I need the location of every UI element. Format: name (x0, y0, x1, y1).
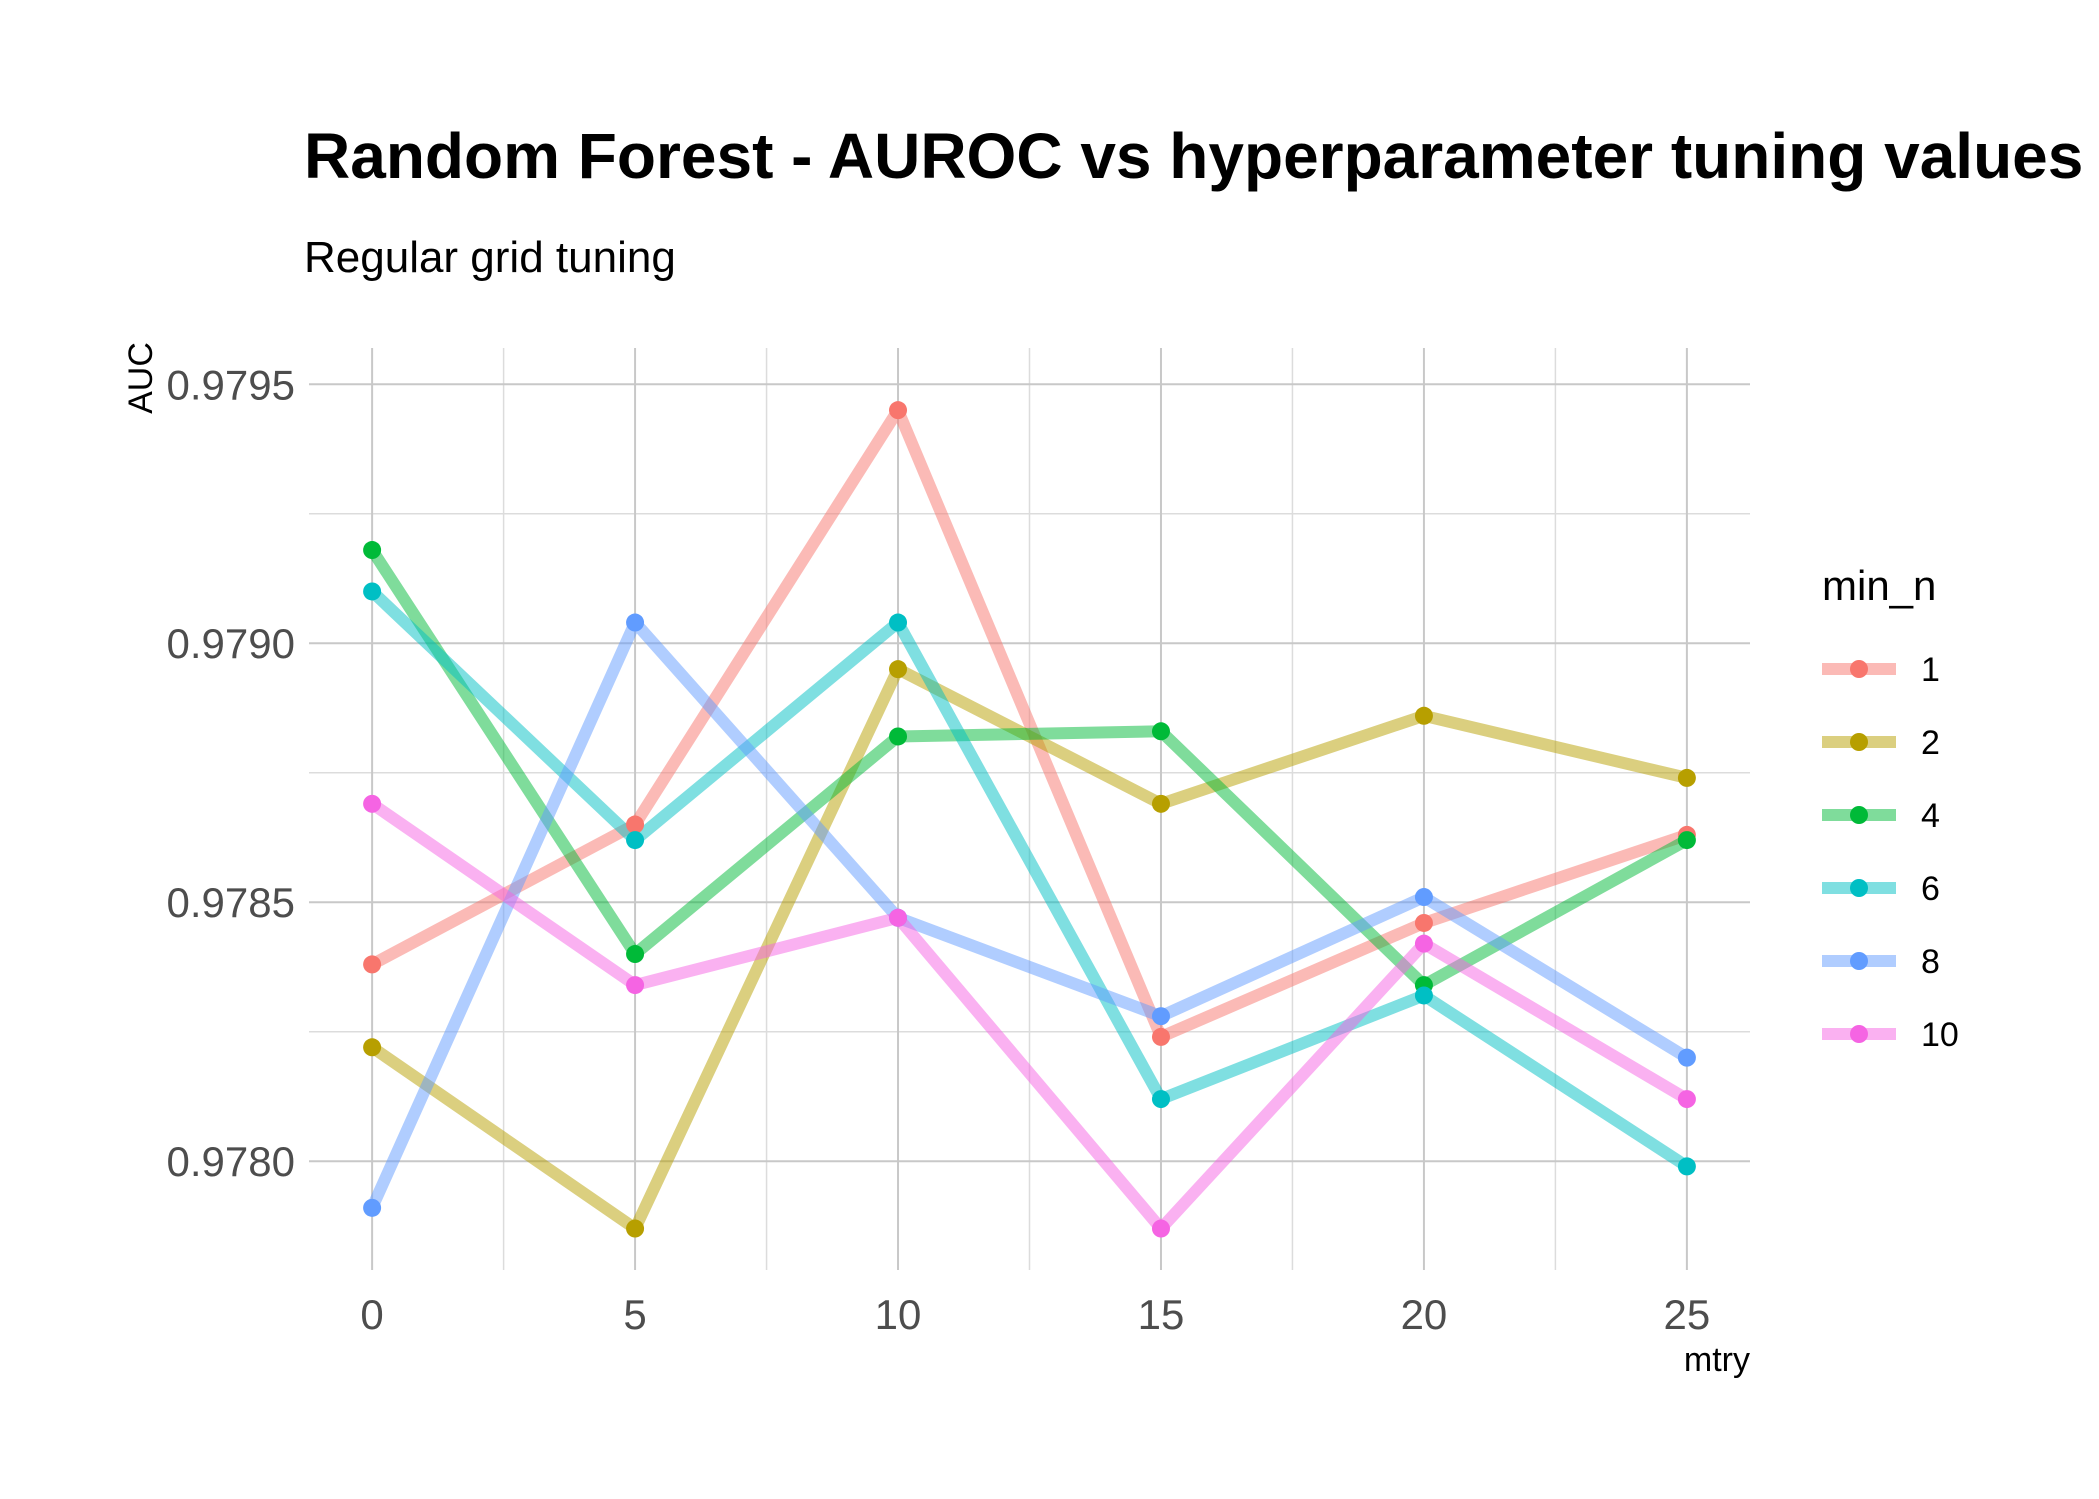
y-tick-label: 0.9795 (167, 361, 295, 408)
data-point-min-n-10 (1414, 934, 1433, 953)
data-point-min-n-6 (1414, 986, 1433, 1005)
series-line-min-n-4 (367, 546, 1690, 992)
legend-key-point (1850, 733, 1868, 751)
y-tick-label: 0.9785 (167, 879, 295, 926)
data-point-min-n-1 (363, 955, 382, 974)
legend-items: 1 2 4 6 8 10 (1822, 651, 1959, 1054)
x-tick-label: 15 (1138, 1291, 1185, 1338)
y-tick-label: 0.9780 (167, 1138, 295, 1185)
legend-label: 1 (1921, 651, 1940, 689)
data-point-min-n-8 (363, 1198, 382, 1217)
data-point-min-n-2 (889, 660, 908, 679)
data-point-min-n-4 (1151, 722, 1170, 741)
data-point-min-n-2 (1414, 706, 1433, 725)
minor-gridlines (309, 348, 1750, 1270)
data-point-min-n-4 (363, 541, 382, 560)
y-axis-tick-labels: 0.9780 0.9785 0.9790 0.9795 (167, 361, 295, 1185)
series-line-min-n-8 (366, 616, 1691, 1211)
series-line-min-n-6 (367, 587, 1691, 1172)
data-point-min-n-10 (363, 794, 382, 813)
legend-title: min_n (1822, 562, 1936, 609)
legend-key-point (1850, 1025, 1868, 1043)
data-point-min-n-1 (626, 815, 645, 834)
legend-label: 8 (1921, 943, 1940, 981)
chart-subtitle: Regular grid tuning (304, 233, 676, 282)
data-point-min-n-1 (889, 401, 908, 420)
legend-label: 4 (1921, 797, 1940, 835)
series-points (363, 401, 1696, 1238)
data-point-min-n-8 (1414, 888, 1433, 907)
data-point-min-n-6 (1151, 1090, 1170, 1109)
legend-label: 10 (1921, 1016, 1959, 1054)
series-lines (366, 404, 1691, 1235)
x-tick-label: 5 (623, 1291, 646, 1338)
data-point-min-n-8 (1151, 1007, 1170, 1026)
x-axis-tick-labels: 0 5 10 15 20 25 (360, 1291, 1710, 1338)
data-point-min-n-10 (626, 976, 645, 995)
legend-key-point (1850, 879, 1868, 897)
chart-title: Random Forest - AUROC vs hyperparameter … (304, 120, 2083, 192)
x-axis-title: mtry (1684, 1341, 1750, 1379)
major-gridlines (309, 348, 1750, 1270)
legend-key-point (1850, 952, 1868, 970)
data-point-min-n-2 (626, 1219, 645, 1238)
legend-key-point (1850, 660, 1868, 678)
legend-label: 2 (1921, 724, 1940, 762)
data-point-min-n-4 (1677, 831, 1696, 850)
data-point-min-n-10 (1151, 1219, 1170, 1238)
x-tick-label: 25 (1664, 1291, 1711, 1338)
data-point-min-n-4 (626, 945, 645, 964)
legend: min_n 1 2 4 6 8 10 (1822, 562, 1959, 1054)
y-axis-title: AUC (122, 342, 160, 414)
series-line-min-n-1 (369, 404, 1689, 1043)
data-point-min-n-6 (889, 613, 908, 632)
series-line-min-n-10 (368, 798, 1690, 1235)
data-point-min-n-6 (363, 582, 382, 601)
data-point-min-n-4 (889, 727, 908, 746)
x-tick-label: 0 (360, 1291, 383, 1338)
data-point-min-n-2 (363, 1038, 382, 1057)
data-point-min-n-1 (1151, 1027, 1170, 1046)
data-point-min-n-2 (1151, 794, 1170, 813)
x-tick-label: 20 (1401, 1291, 1448, 1338)
data-point-min-n-8 (626, 613, 645, 632)
legend-label: 6 (1921, 870, 1940, 908)
data-point-min-n-1 (1414, 913, 1433, 932)
data-point-min-n-6 (626, 831, 645, 850)
data-point-min-n-6 (1677, 1157, 1696, 1176)
x-tick-label: 10 (875, 1291, 922, 1338)
data-point-min-n-10 (889, 908, 908, 927)
y-tick-label: 0.9790 (167, 620, 295, 667)
legend-key-point (1850, 806, 1868, 824)
data-point-min-n-8 (1677, 1048, 1696, 1067)
data-point-min-n-2 (1677, 768, 1696, 787)
data-point-min-n-10 (1677, 1090, 1696, 1109)
